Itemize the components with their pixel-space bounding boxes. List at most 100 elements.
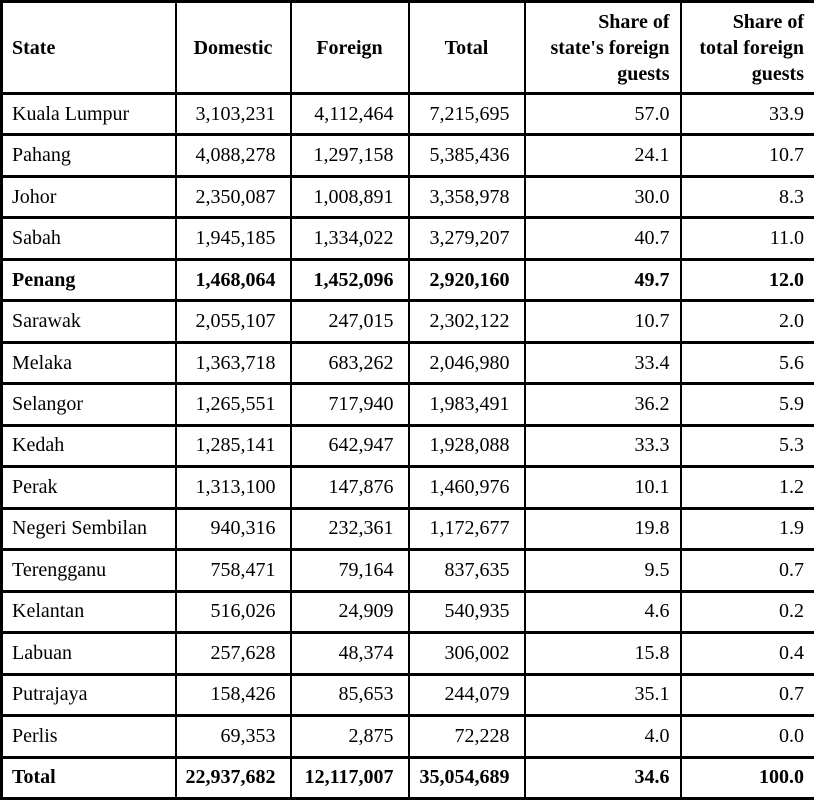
cell-share-total: 1.2 [679,465,814,510]
cell-state: Negeri Sembilan [0,506,177,552]
cell-domestic: 1,945,185 [174,216,292,261]
cell-foreign: 1,008,891 [289,174,410,220]
cell-state: Kedah [0,423,177,469]
cell-foreign: 48,374 [289,631,410,676]
column-header-total: Total [407,0,526,95]
cell-share-state: 19.8 [523,506,682,552]
table-row: Kuala Lumpur 3,103,231 4,112,464 7,215,695 5… [0,91,814,137]
cell-share-state: 10.7 [523,299,682,344]
cell-share-total: 33.9 [679,91,814,137]
cell-share-state: 30.0 [523,174,682,220]
table-row: Perak 1,313,100 147,876 1,460,976 10.1 1.2 [0,465,814,510]
table-row: Sabah 1,945,185 1,334,022 3,279,207 40.7 11.0 [0,216,814,261]
cell-share-state: 49.7 [523,257,682,303]
cell-total: 3,358,978 [407,174,526,220]
cell-total: 1,172,677 [407,506,526,552]
cell-domestic: 2,350,087 [174,174,292,220]
cell-foreign: 247,015 [289,299,410,344]
cell-share-state: 4.0 [523,714,682,759]
cell-share-total: 0.4 [679,631,814,676]
cell-total: 2,046,980 [407,340,526,386]
cell-domestic: 758,471 [174,548,292,593]
table-row: Sarawak 2,055,107 247,015 2,302,122 10.7 2.0 [0,299,814,344]
cell-domestic: 22,937,682 [174,755,292,800]
cell-state: Putrajaya [0,672,177,718]
table-header: State Domestic Foreign Total Share of st… [0,0,814,95]
cell-state: Total [0,755,177,800]
cell-share-state: 35.1 [523,672,682,718]
table-row: Labuan 257,628 48,374 306,002 15.8 0.4 [0,631,814,676]
cell-foreign: 1,334,022 [289,216,410,261]
cell-foreign: 79,164 [289,548,410,593]
cell-state: Sarawak [0,299,177,344]
cell-state: Selangor [0,382,177,427]
cell-share-total: 0.7 [679,672,814,718]
cell-foreign: 683,262 [289,340,410,386]
cell-share-total: 11.0 [679,216,814,261]
column-header-share-state-foreign: Share of state's foreign guests [523,0,682,95]
table-row: Negeri Sembilan 940,316 232,361 1,172,677 19… [0,506,814,552]
cell-domestic: 1,313,100 [174,465,292,510]
cell-share-state: 34.6 [523,755,682,800]
cell-share-total: 1.9 [679,506,814,552]
header-row: State Domestic Foreign Total Share of st… [0,0,814,95]
cell-domestic: 1,265,551 [174,382,292,427]
cell-state: Sabah [0,216,177,261]
cell-share-state: 9.5 [523,548,682,593]
column-header-state: State [0,0,177,95]
cell-total: 3,279,207 [407,216,526,261]
cell-state: Pahang [0,133,177,178]
cell-share-total: 12.0 [679,257,814,303]
column-header-domestic: Domestic [174,0,292,95]
cell-foreign: 1,452,096 [289,257,410,303]
column-header-foreign: Foreign [289,0,410,95]
cell-share-state: 4.6 [523,589,682,635]
column-header-share-total-foreign: Share of total foreign guests [679,0,814,95]
cell-domestic: 1,363,718 [174,340,292,386]
table-row: Melaka 1,363,718 683,262 2,046,980 33.4 5.6 [0,340,814,386]
cell-share-state: 15.8 [523,631,682,676]
cell-state: Melaka [0,340,177,386]
cell-foreign: 12,117,007 [289,755,410,800]
cell-domestic: 516,026 [174,589,292,635]
cell-total: 5,385,436 [407,133,526,178]
cell-share-total: 2.0 [679,299,814,344]
cell-foreign: 642,947 [289,423,410,469]
cell-foreign: 1,297,158 [289,133,410,178]
cell-share-state: 36.2 [523,382,682,427]
cell-foreign: 147,876 [289,465,410,510]
cell-foreign: 85,653 [289,672,410,718]
cell-foreign: 4,112,464 [289,91,410,137]
cell-share-state: 57.0 [523,91,682,137]
cell-total: 1,983,491 [407,382,526,427]
table-row: Johor 2,350,087 1,008,891 3,358,978 30.0 8.3 [0,174,814,220]
table-row: Selangor 1,265,551 717,940 1,983,491 36.2 5.9 [0,382,814,427]
cell-share-total: 0.7 [679,548,814,593]
cell-foreign: 2,875 [289,714,410,759]
table-row: Kedah 1,285,141 642,947 1,928,088 33.3 5.3 [0,423,814,469]
cell-domestic: 257,628 [174,631,292,676]
cell-share-total: 5.6 [679,340,814,386]
cell-state: Kelantan [0,589,177,635]
table-body: Kuala Lumpur 3,103,231 4,112,464 7,215,695 5… [0,91,814,800]
table-row-total: Total 22,937,682 12,117,007 35,054,689 34.6 1… [0,755,814,800]
cell-share-total: 0.0 [679,714,814,759]
cell-share-total: 8.3 [679,174,814,220]
cell-share-state: 33.3 [523,423,682,469]
cell-state: Terengganu [0,548,177,593]
cell-total: 1,928,088 [407,423,526,469]
cell-state: Labuan [0,631,177,676]
cell-total: 72,228 [407,714,526,759]
cell-foreign: 717,940 [289,382,410,427]
table-row: Putrajaya 158,426 85,653 244,079 35.1 0.7 [0,672,814,718]
cell-share-total: 0.2 [679,589,814,635]
table-row: Pahang 4,088,278 1,297,158 5,385,436 24.1 10.… [0,133,814,178]
cell-domestic: 4,088,278 [174,133,292,178]
cell-share-total: 5.9 [679,382,814,427]
cell-state: Perak [0,465,177,510]
cell-total: 1,460,976 [407,465,526,510]
table-row: Terengganu 758,471 79,164 837,635 9.5 0.7 [0,548,814,593]
cell-total: 306,002 [407,631,526,676]
cell-state: Kuala Lumpur [0,91,177,137]
